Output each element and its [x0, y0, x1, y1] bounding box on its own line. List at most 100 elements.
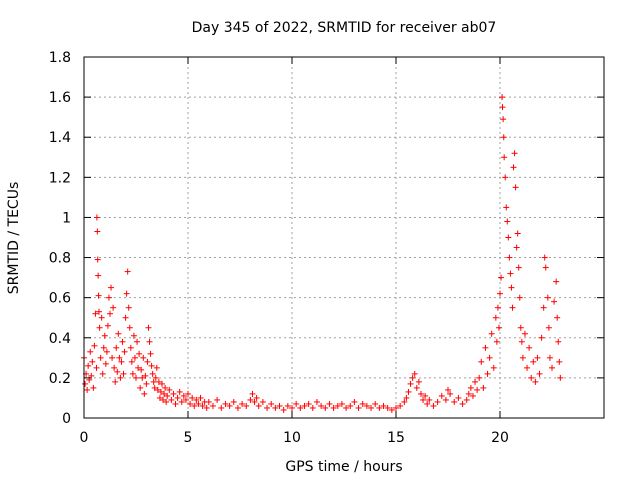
data-point [451, 398, 458, 405]
data-point [495, 324, 502, 331]
data-point [557, 374, 564, 381]
data-point [139, 374, 146, 381]
data-point [512, 184, 519, 191]
data-point [153, 364, 160, 371]
data-point [85, 362, 92, 369]
data-point [145, 324, 152, 331]
data-point [268, 400, 275, 407]
data-point [504, 218, 511, 225]
data-point [516, 294, 523, 301]
data-point [152, 374, 159, 381]
data-point [100, 344, 107, 351]
x-tick-label: 15 [387, 430, 405, 446]
x-axis-title: GPS time / hours [285, 459, 402, 475]
data-point [501, 154, 508, 161]
data-point [553, 278, 560, 285]
data-point [141, 390, 148, 397]
data-point [397, 402, 404, 409]
data-point [409, 374, 416, 381]
data-point [351, 398, 358, 405]
data-point [330, 404, 337, 411]
data-point [541, 254, 548, 261]
data-point [486, 354, 493, 361]
data-point [197, 394, 204, 401]
data-point [122, 314, 129, 321]
data-point [556, 358, 563, 365]
y-tick-label: 1 [62, 210, 71, 226]
data-point [88, 372, 95, 379]
data-point [108, 284, 115, 291]
data-point [518, 338, 525, 345]
data-point [112, 378, 119, 385]
data-point [115, 330, 122, 337]
data-point [128, 358, 135, 365]
x-tick-label: 5 [184, 430, 193, 446]
data-point [343, 404, 350, 411]
data-point [209, 402, 216, 409]
data-point [445, 386, 451, 393]
data-point [413, 384, 420, 391]
data-point [505, 234, 512, 241]
data-point [411, 370, 418, 377]
data-point [164, 392, 171, 399]
data-point [111, 364, 118, 371]
data-point [521, 330, 528, 337]
chart-title: Day 345 of 2022, SRMTID for receiver ab0… [192, 20, 497, 36]
data-point [447, 390, 454, 397]
data-point [430, 402, 437, 409]
data-point [417, 390, 424, 397]
data-point [499, 104, 506, 111]
data-point [172, 400, 179, 407]
data-point [530, 358, 537, 365]
data-point [301, 402, 308, 409]
data-point [107, 310, 113, 317]
data-point [255, 402, 262, 409]
data-point [403, 394, 410, 401]
data-point [526, 344, 533, 351]
data-point [130, 332, 137, 339]
data-point [500, 134, 507, 141]
data-point [545, 324, 552, 331]
data-point [272, 404, 279, 411]
data-point [150, 378, 157, 385]
data-point [95, 292, 102, 299]
data-point [222, 400, 229, 407]
data-point [159, 380, 165, 387]
data-point [170, 390, 177, 397]
data-point [326, 400, 333, 407]
data-point [180, 392, 187, 399]
data-points [81, 94, 564, 413]
data-point [506, 254, 513, 261]
data-point [157, 388, 164, 395]
data-point [90, 384, 97, 391]
data-point [549, 364, 555, 371]
data-point [161, 390, 168, 397]
data-point [508, 284, 515, 291]
data-point [434, 398, 441, 405]
data-point [101, 332, 108, 339]
data-point [380, 402, 387, 409]
y-axis-title: SRMTID / TECUs [6, 182, 22, 295]
data-point [313, 398, 320, 405]
y-tick-label: 1.6 [49, 90, 71, 106]
data-point [401, 398, 408, 405]
data-point [359, 400, 366, 407]
data-point [555, 338, 562, 345]
data-point [187, 400, 194, 407]
data-point [104, 322, 111, 329]
data-point [239, 400, 246, 407]
data-point [484, 370, 491, 377]
data-point [424, 400, 431, 407]
data-point [176, 388, 183, 395]
data-point [160, 396, 167, 403]
data-point [191, 402, 198, 409]
data-point [125, 304, 132, 311]
data-point [507, 270, 514, 277]
data-point [91, 342, 98, 349]
data-point [123, 290, 130, 297]
data-point [189, 394, 196, 401]
data-point [499, 94, 506, 101]
data-point [284, 402, 291, 409]
data-point [97, 354, 104, 361]
data-point [276, 402, 283, 409]
